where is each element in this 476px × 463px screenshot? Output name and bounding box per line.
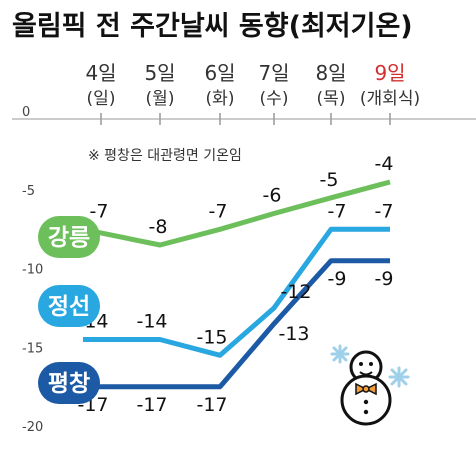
data-label: -17 [196,394,227,416]
data-label: -7 [375,200,394,222]
series-badge [38,362,100,404]
snowflake-icon [330,344,350,364]
weekday-label: (월) [146,89,175,109]
date-label: 9일 [374,61,405,85]
series-name: 평창 [48,371,90,397]
data-label: -14 [136,311,167,333]
data-label: -9 [328,268,347,290]
data-label: -8 [149,216,168,238]
snowflake-icon [388,366,410,388]
data-label: -7 [328,200,347,222]
weekday-label: (목) [317,89,346,109]
date-label: 5일 [144,61,175,85]
series-line [82,179,391,248]
y-tick-label: -10 [22,263,43,278]
snowman-icon [340,350,392,426]
data-label: -6 [263,185,282,207]
y-tick-label: -15 [22,341,43,356]
y-tick-label: 0 [22,105,30,120]
data-label: -5 [320,169,339,191]
weekday-label: (화) [206,89,235,109]
date-label: 8일 [315,61,346,85]
data-label: -12 [280,281,311,303]
data-label: -17 [136,394,167,416]
series-badge [38,285,100,327]
data-label: -13 [278,323,309,345]
date-label: 4일 [85,61,116,85]
y-tick-label: -20 [22,420,43,435]
series-badge [38,216,100,258]
weekday-label: (수) [260,89,289,109]
data-label: -7 [90,200,109,222]
data-label: -7 [209,200,228,222]
data-label: -4 [375,153,394,175]
series-name: 정선 [48,294,90,320]
weekday-label: (일) [87,89,116,109]
series-name: 강릉 [48,225,90,251]
chart-title: 올림픽 전 주간날씨 동향(최저기온) [12,11,413,42]
date-label: 7일 [258,61,289,85]
note: ※ 평창은 대관령면 기온임 [88,148,242,164]
weekday-label: (개회식) [360,89,420,109]
series-line [83,258,390,390]
y-tick-label: -5 [22,184,35,199]
date-label: 6일 [204,61,235,85]
data-label: -9 [375,268,394,290]
data-label: -15 [196,326,227,348]
series-line [83,226,390,358]
